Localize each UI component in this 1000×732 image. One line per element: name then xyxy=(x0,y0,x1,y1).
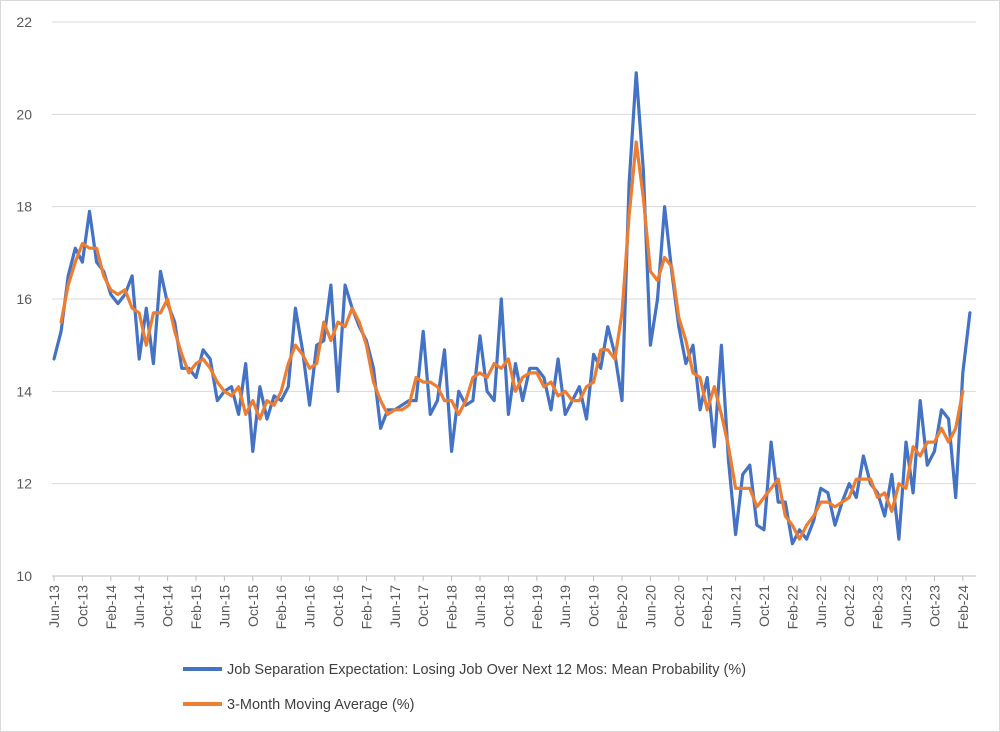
legend-item-job-separation: Job Separation Expectation: Losing Job O… xyxy=(183,662,746,678)
legend-item-moving-average: 3-Month Moving Average (%) xyxy=(183,697,415,713)
series-line-moving-average xyxy=(59,140,965,541)
x-tick-label: Oct-17 xyxy=(415,585,431,627)
x-tick-label: Feb-14 xyxy=(103,585,119,630)
y-axis: 10 12 14 16 18 20 22 xyxy=(16,14,32,584)
x-tick-label: Jun-17 xyxy=(387,585,403,628)
x-tick-label: Jun-13 xyxy=(46,585,62,628)
x-tick-label: Jun-16 xyxy=(302,585,318,628)
x-tick-label: Oct-14 xyxy=(160,585,176,627)
y-tick-label: 10 xyxy=(16,568,32,584)
x-tick-label: Jun-23 xyxy=(898,585,914,628)
x-tick-label: Oct-19 xyxy=(586,585,602,627)
x-tick-label: Feb-18 xyxy=(444,585,460,630)
x-tick-label: Feb-24 xyxy=(955,585,971,630)
y-tick-label: 18 xyxy=(16,199,32,215)
series-line-job-separation xyxy=(52,71,972,546)
x-tick-label: Oct-16 xyxy=(330,585,346,627)
x-tick-label: Oct-23 xyxy=(926,585,942,627)
legend-label-moving-average: 3-Month Moving Average (%) xyxy=(227,697,415,713)
x-tick-label: Feb-19 xyxy=(529,585,545,630)
x-tick-label: Oct-22 xyxy=(841,585,857,627)
x-tick-label: Feb-15 xyxy=(188,585,204,630)
x-tick-label: Jun-18 xyxy=(472,585,488,628)
y-tick-label: 20 xyxy=(16,106,32,122)
series-layer xyxy=(52,71,972,546)
y-tick-label: 12 xyxy=(16,476,32,492)
x-tick-label: Jun-14 xyxy=(131,585,147,628)
x-tick-label: Jun-20 xyxy=(642,585,658,628)
y-tick-label: 14 xyxy=(16,383,32,399)
gridlines xyxy=(52,21,976,577)
x-tick-label: Oct-13 xyxy=(74,585,90,627)
x-tick-label: Feb-22 xyxy=(784,585,800,630)
x-tick-label: Oct-18 xyxy=(500,585,516,627)
x-tick-label: Jun-21 xyxy=(728,585,744,628)
x-tick-label: Jun-15 xyxy=(216,585,232,628)
legend: Job Separation Expectation: Losing Job O… xyxy=(183,662,746,713)
x-tick-label: Feb-21 xyxy=(699,585,715,630)
x-tick-label: Jun-19 xyxy=(557,585,573,628)
x-tick-label: Feb-23 xyxy=(870,585,886,630)
legend-label-job-separation: Job Separation Expectation: Losing Job O… xyxy=(227,662,746,678)
x-tick-label: Oct-21 xyxy=(756,585,772,627)
x-tick-label: Jun-22 xyxy=(813,585,829,628)
y-tick-label: 22 xyxy=(16,14,32,30)
x-tick-label: Feb-16 xyxy=(273,585,289,630)
x-tick-label: Feb-20 xyxy=(614,585,630,630)
x-tick-label: Oct-15 xyxy=(245,585,261,627)
x-tick-label: Feb-17 xyxy=(358,585,374,630)
x-axis: Jun-13 Oct-13 Feb-14 Jun-14 Oct-14 Feb-15 Jun-… xyxy=(46,576,971,629)
x-tick-label: Oct-20 xyxy=(671,585,687,627)
y-tick-label: 16 xyxy=(16,291,32,307)
